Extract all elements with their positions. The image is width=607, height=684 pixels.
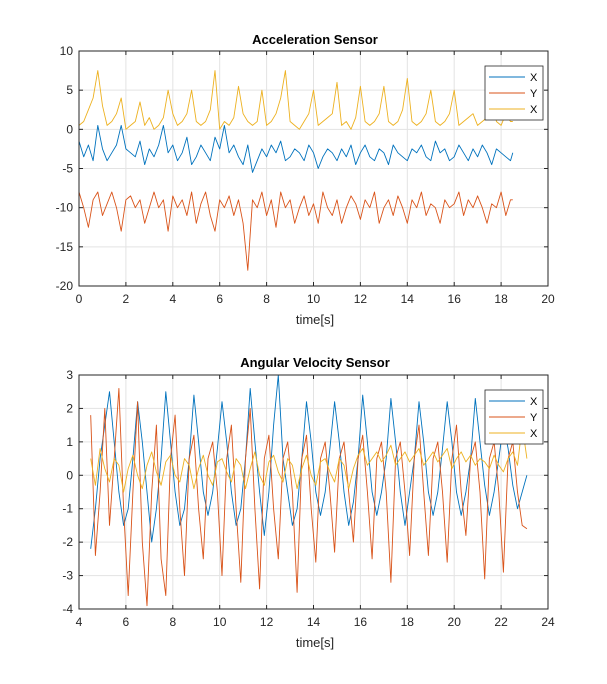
acceleration-x-tick-label: 0 <box>76 292 83 306</box>
angular-velocity-y-tick-label: -4 <box>62 602 73 616</box>
angular-velocity-x-tick-label: 8 <box>169 615 176 629</box>
angular-velocity-x-tick-label: 14 <box>307 615 321 629</box>
acceleration-legend-label: Y <box>530 88 538 100</box>
angular-velocity-x-tick-label: 16 <box>354 615 368 629</box>
angular-velocity-x-tick-label: 24 <box>541 615 555 629</box>
acceleration-x-tick-label: 4 <box>169 292 176 306</box>
acceleration-series-1-line <box>78 124 514 173</box>
angular-velocity-legend-label: X <box>530 428 538 440</box>
acceleration-x-tick-label: 20 <box>541 292 555 306</box>
angular-velocity-chart: Angular Velocity Sensor 4 6 8 10 12 14 16 18 20 2… <box>62 355 555 650</box>
acceleration-y-tick-label: -5 <box>62 162 73 176</box>
angular-velocity-y-tick-label: -3 <box>62 569 73 583</box>
acceleration-y-tick-label: 5 <box>66 83 73 97</box>
angular-velocity-legend-label: X <box>530 396 538 408</box>
acceleration-x-tick-label: 12 <box>354 292 368 306</box>
angular-velocity-y-tick-label: 1 <box>66 435 73 449</box>
angular-velocity-series-3-line <box>90 424 528 493</box>
acceleration-gridlines <box>78 50 549 287</box>
angular-velocity-series-1-line <box>90 374 528 549</box>
acceleration-legend-label: X <box>530 104 538 116</box>
acceleration-ticks: 0 2 4 6 8 10 12 14 16 18 20 -20 -15 -10 -5 0 5 10 <box>56 44 555 306</box>
angular-velocity-series-group <box>90 374 528 607</box>
angular-velocity-y-tick-label: -1 <box>62 502 73 516</box>
angular-velocity-y-tick-label: 2 <box>66 401 73 415</box>
angular-velocity-gridlines <box>78 374 549 610</box>
angular-velocity-x-axis-label: time[s] <box>296 635 334 650</box>
acceleration-series-group <box>78 70 514 271</box>
angular-velocity-x-tick-label: 22 <box>494 615 508 629</box>
acceleration-x-tick-label: 8 <box>263 292 270 306</box>
acceleration-x-tick-label: 18 <box>494 292 508 306</box>
acceleration-x-tick-label: 16 <box>448 292 462 306</box>
acceleration-series-3-line <box>78 70 513 130</box>
acceleration-y-tick-label: 0 <box>66 122 73 136</box>
angular-velocity-legend-label: Y <box>530 412 538 424</box>
angular-velocity-x-tick-label: 12 <box>260 615 274 629</box>
angular-velocity-y-tick-label: -2 <box>62 535 73 549</box>
angular-velocity-x-tick-label: 20 <box>448 615 462 629</box>
acceleration-y-tick-label: -10 <box>56 201 74 215</box>
acceleration-x-tick-label: 2 <box>123 292 130 306</box>
angular-velocity-x-tick-label: 4 <box>76 615 83 629</box>
acceleration-legend-label: X <box>530 72 538 84</box>
acceleration-y-tick-label: -20 <box>56 279 74 293</box>
angular-velocity-series-2-line <box>90 387 528 607</box>
angular-velocity-legend: XYX <box>484 389 544 445</box>
acceleration-x-axis-label: time[s] <box>296 312 334 327</box>
angular-velocity-y-tick-label: 3 <box>66 368 73 382</box>
acceleration-series-2-line <box>78 191 513 271</box>
acceleration-x-tick-label: 14 <box>401 292 415 306</box>
angular-velocity-y-tick-label: 0 <box>66 468 73 482</box>
angular-velocity-x-tick-label: 18 <box>401 615 415 629</box>
acceleration-chart: Acceleration Sensor 0 2 4 6 8 10 12 14 16 18 20 -20… <box>56 32 555 327</box>
angular-velocity-x-tick-label: 6 <box>123 615 130 629</box>
angular-velocity-x-tick-label: 10 <box>213 615 227 629</box>
acceleration-chart-title: Acceleration Sensor <box>252 32 378 47</box>
acceleration-x-tick-label: 10 <box>307 292 321 306</box>
acceleration-y-tick-label: -15 <box>56 240 74 254</box>
acceleration-y-tick-label: 10 <box>60 44 74 58</box>
acceleration-x-tick-label: 6 <box>216 292 223 306</box>
angular-velocity-chart-title: Angular Velocity Sensor <box>240 355 390 370</box>
acceleration-legend: XYX <box>484 65 544 121</box>
